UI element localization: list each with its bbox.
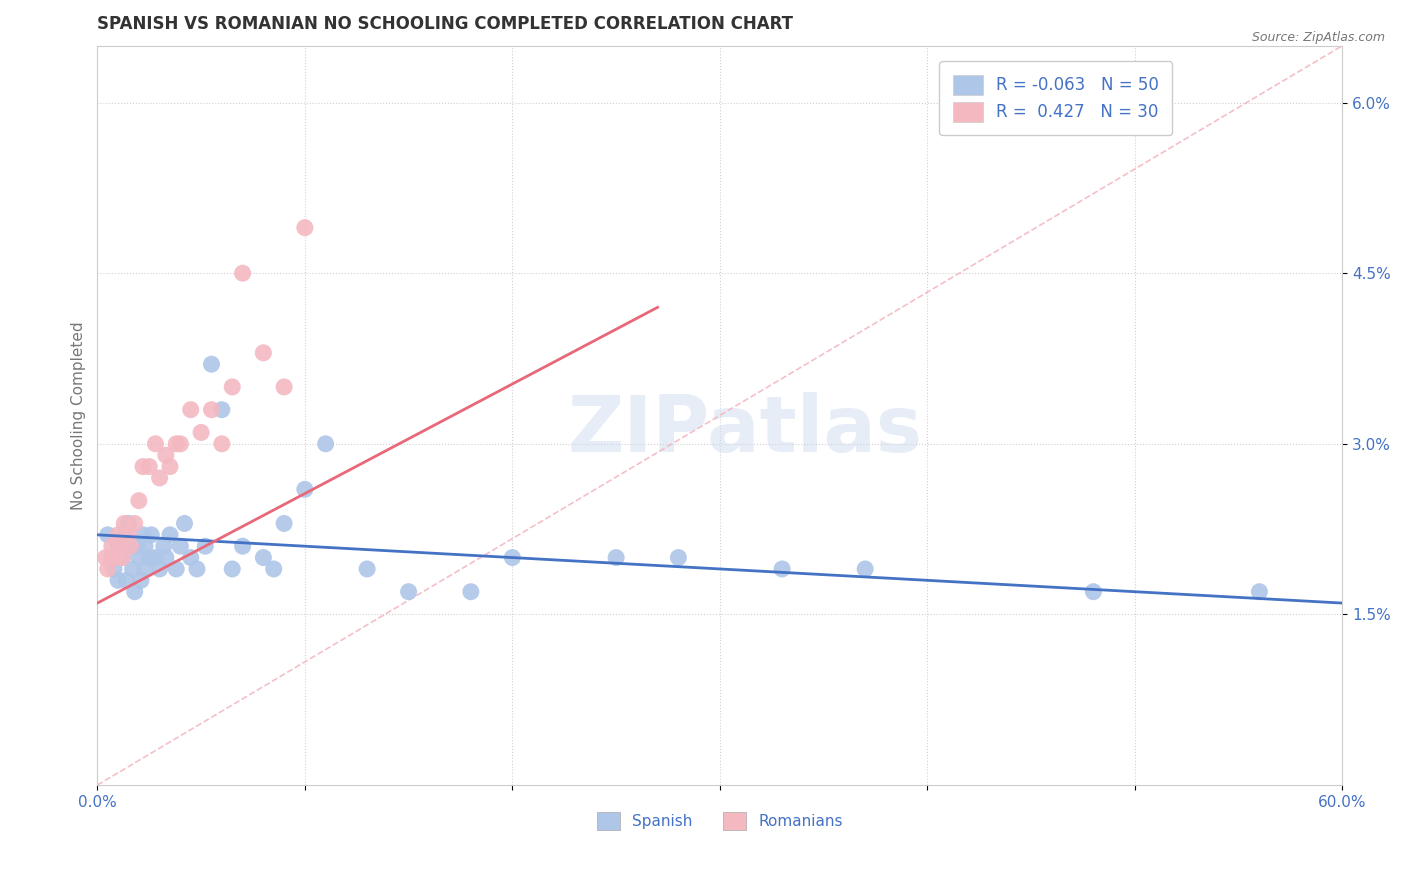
Point	[115, 574, 138, 588]
Point	[770, 562, 793, 576]
Point	[121, 562, 143, 576]
Point	[252, 346, 274, 360]
Point	[200, 357, 222, 371]
Point	[128, 550, 150, 565]
Point	[356, 562, 378, 576]
Point	[273, 380, 295, 394]
Point	[149, 471, 172, 485]
Point	[232, 539, 254, 553]
Text: SPANISH VS ROMANIAN NO SCHOOLING COMPLETED CORRELATION CHART: SPANISH VS ROMANIAN NO SCHOOLING COMPLET…	[97, 15, 793, 33]
Point	[141, 528, 163, 542]
Point	[460, 584, 482, 599]
Point	[112, 516, 135, 531]
Point	[294, 220, 316, 235]
Point	[853, 562, 876, 576]
Point	[103, 562, 125, 576]
Point	[666, 550, 689, 565]
Point	[194, 539, 217, 553]
Point	[97, 562, 120, 576]
Point	[120, 539, 142, 553]
Point	[398, 584, 420, 599]
Point	[155, 550, 177, 565]
Point	[159, 459, 181, 474]
Point	[111, 550, 134, 565]
Point	[134, 562, 156, 576]
Point	[221, 562, 243, 576]
Point	[138, 550, 160, 565]
Point	[273, 516, 295, 531]
Point	[211, 402, 233, 417]
Point	[138, 459, 160, 474]
Point	[221, 380, 243, 394]
Point	[165, 562, 187, 576]
Point	[117, 516, 139, 531]
Point	[190, 425, 212, 440]
Point	[124, 516, 146, 531]
Point	[501, 550, 523, 565]
Point	[117, 528, 139, 542]
Point	[232, 266, 254, 280]
Point	[315, 437, 337, 451]
Point	[107, 528, 129, 542]
Point	[111, 550, 134, 565]
Point	[294, 483, 316, 497]
Point	[101, 550, 124, 565]
Point	[145, 437, 167, 451]
Point	[132, 459, 155, 474]
Point	[129, 574, 152, 588]
Point	[112, 528, 135, 542]
Y-axis label: No Schooling Completed: No Schooling Completed	[72, 321, 86, 509]
Point	[155, 448, 177, 462]
Point	[252, 550, 274, 565]
Point	[145, 550, 167, 565]
Point	[128, 493, 150, 508]
Point	[263, 562, 285, 576]
Text: ZIPatlas: ZIPatlas	[567, 392, 922, 468]
Point	[186, 562, 208, 576]
Legend: Spanish, Romanians: Spanish, Romanians	[591, 805, 849, 837]
Point	[152, 539, 174, 553]
Point	[103, 550, 125, 565]
Point	[134, 539, 156, 553]
Point	[180, 550, 202, 565]
Point	[124, 584, 146, 599]
Point	[165, 437, 187, 451]
Point	[169, 437, 191, 451]
Point	[107, 574, 129, 588]
Point	[159, 528, 181, 542]
Point	[180, 402, 202, 417]
Point	[1083, 584, 1105, 599]
Point	[169, 539, 191, 553]
Point	[101, 539, 124, 553]
Point	[97, 528, 120, 542]
Point	[200, 402, 222, 417]
Point	[1249, 584, 1271, 599]
Point	[105, 550, 128, 565]
Point	[211, 437, 233, 451]
Text: Source: ZipAtlas.com: Source: ZipAtlas.com	[1251, 31, 1385, 45]
Point	[94, 550, 117, 565]
Point	[605, 550, 627, 565]
Point	[125, 539, 148, 553]
Point	[173, 516, 195, 531]
Point	[107, 539, 129, 553]
Point	[132, 528, 155, 542]
Point	[149, 562, 172, 576]
Point	[117, 539, 139, 553]
Point	[108, 539, 131, 553]
